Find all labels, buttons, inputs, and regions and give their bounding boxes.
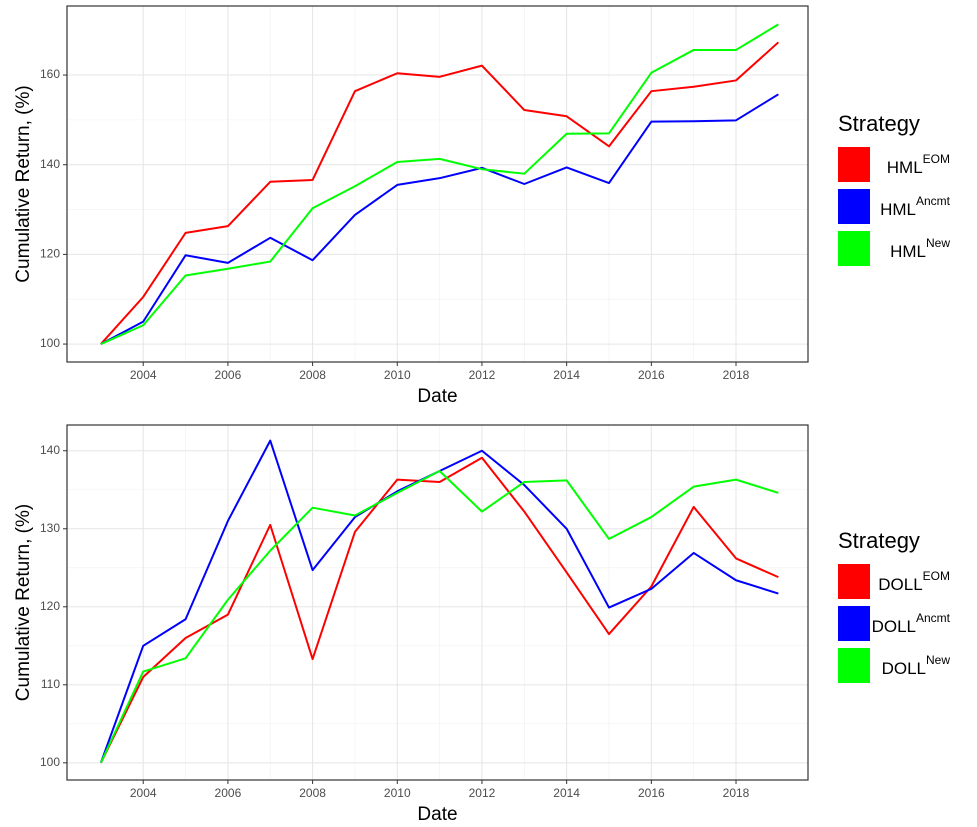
y-tick-label: 100 — [40, 755, 60, 769]
plot-background — [67, 425, 808, 780]
legend-superscript: New — [926, 653, 950, 667]
legend-name: DOLL — [878, 575, 922, 594]
legend-label: DOLLNew — [882, 653, 951, 678]
legend-key — [838, 147, 870, 182]
x-tick-label: 2012 — [469, 368, 496, 382]
x-tick-label: 2006 — [215, 786, 242, 800]
y-tick-label: 160 — [40, 67, 60, 81]
legend-superscript: Ancmt — [916, 611, 951, 625]
x-tick-label: 2006 — [215, 368, 242, 382]
legend-superscript: EOM — [923, 569, 950, 583]
x-tick-label: 2012 — [469, 786, 496, 800]
legend-name: DOLL — [882, 659, 926, 678]
legend-superscript: EOM — [923, 152, 950, 166]
legend-label: DOLLAncmt — [872, 611, 951, 636]
y-tick-label: 110 — [41, 677, 60, 691]
series-line — [100, 93, 779, 345]
y-tick-label: 140 — [40, 443, 60, 457]
legend-name: HML — [887, 158, 923, 177]
series-line — [99, 456, 779, 764]
x-tick-label: 2004 — [130, 786, 157, 800]
x-tick-label: 2014 — [553, 368, 580, 382]
legend-key — [838, 231, 870, 266]
legend-label: DOLLEOM — [878, 569, 950, 594]
legend-key — [838, 648, 870, 683]
plot-border — [66, 5, 809, 363]
legend-title: Strategy — [838, 528, 920, 553]
x-tick-label: 2018 — [723, 368, 750, 382]
y-tick-label: 140 — [40, 157, 60, 171]
series-line — [100, 41, 780, 345]
legend-name: HML — [890, 242, 926, 261]
x-axis-title: Date — [417, 386, 457, 407]
y-tick-label: 120 — [40, 247, 60, 261]
y-axis-title: Cumulative Return, (%) — [13, 85, 34, 282]
legend-name: DOLL — [872, 617, 916, 636]
legend-key — [838, 606, 870, 641]
x-tick-label: 2014 — [553, 786, 580, 800]
legend-label: HMLNew — [890, 236, 950, 261]
legend-key — [838, 564, 870, 599]
x-tick-label: 2016 — [638, 786, 665, 800]
y-tick-label: 130 — [40, 521, 60, 535]
plot-border — [66, 424, 809, 781]
series-line — [99, 470, 779, 764]
legend-name: HML — [880, 200, 916, 219]
legend-title: Strategy — [838, 111, 920, 136]
x-tick-label: 2010 — [384, 368, 411, 382]
y-tick-label: 100 — [40, 336, 60, 350]
legend-label: HMLAncmt — [880, 194, 951, 219]
x-tick-label: 2004 — [130, 368, 157, 382]
legend-key — [838, 189, 870, 224]
legend-superscript: Ancmt — [916, 194, 951, 208]
x-tick-label: 2018 — [723, 786, 750, 800]
series-line — [100, 23, 779, 345]
y-axis-title: Cumulative Return, (%) — [13, 504, 34, 701]
x-tick-label: 2008 — [299, 786, 326, 800]
y-tick-label: 120 — [40, 599, 60, 613]
x-tick-label: 2010 — [384, 786, 411, 800]
x-tick-label: 2008 — [299, 368, 326, 382]
x-tick-label: 2016 — [638, 368, 665, 382]
x-axis-title: Date — [417, 804, 457, 825]
legend-superscript: New — [926, 236, 950, 250]
legend-label: HMLEOM — [887, 152, 950, 177]
plot-background — [67, 6, 808, 362]
